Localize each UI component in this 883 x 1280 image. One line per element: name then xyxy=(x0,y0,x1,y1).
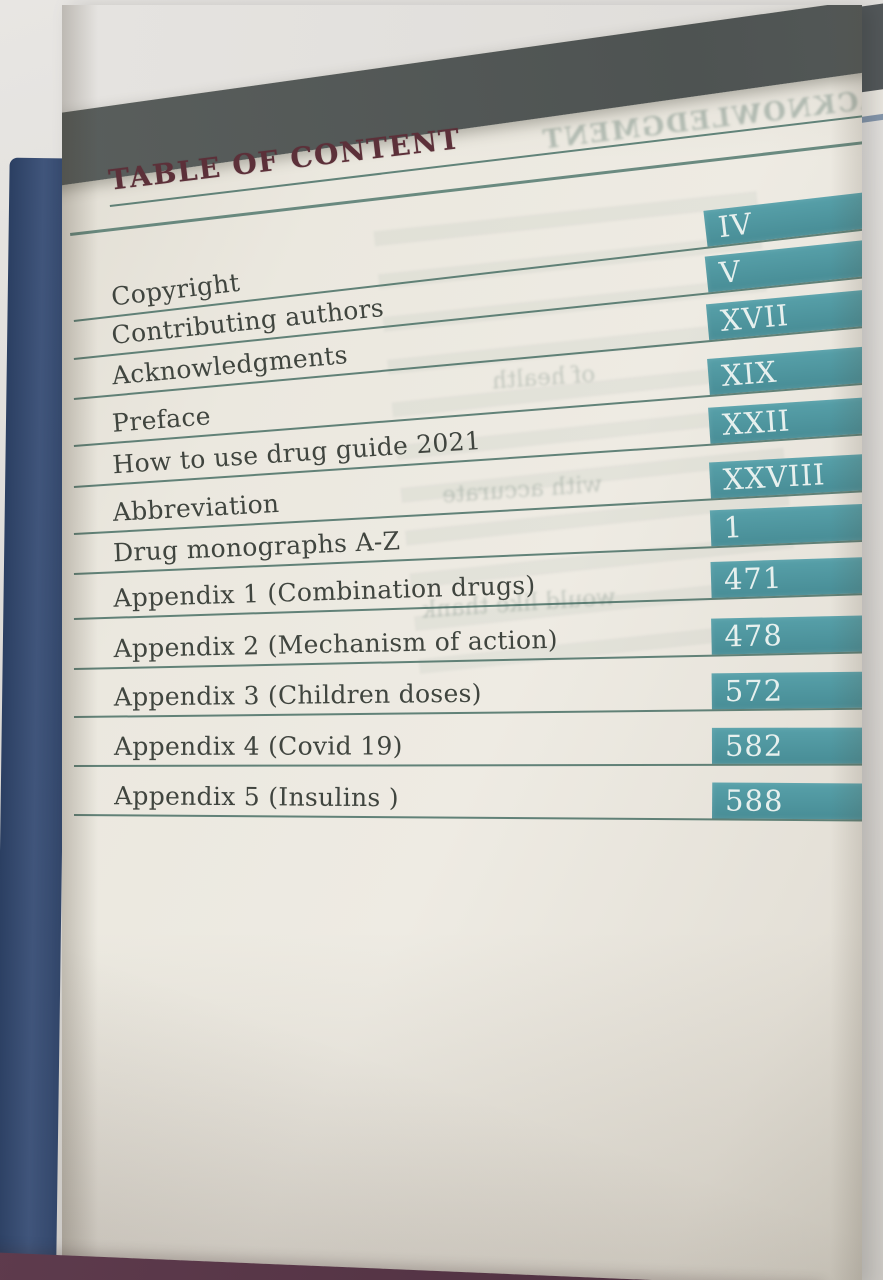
toc-entry-label: Appendix 3 (Children doses) xyxy=(113,678,482,712)
book-spine-cover xyxy=(0,157,72,1259)
toc-entry-label: Appendix 4 (Covid 19) xyxy=(113,731,403,761)
page-number-badge: 588 xyxy=(711,782,862,820)
toc-entry-label: Appendix 1 (Combination drugs) xyxy=(112,570,536,613)
toc-row: Appendix 3 (Children doses) 572 xyxy=(73,655,862,718)
page-number-badge: 471 xyxy=(710,555,862,598)
page-number-badge: 478 xyxy=(711,614,862,655)
toc-entry-label: Appendix 5 (Insulins ) xyxy=(114,781,399,813)
page-number-badge: 582 xyxy=(711,727,862,764)
page-number-badge: 572 xyxy=(711,671,862,710)
toc-row: Appendix 4 (Covid 19) 582 xyxy=(74,712,862,767)
page-number-badge: XXII xyxy=(708,393,862,444)
toc-row: Appendix 5 (Insulins ) 588 xyxy=(74,762,862,822)
toc-entries: Copyright IV Contributing authors V Acknowle… xyxy=(62,5,862,1280)
toc-entry-label: Appendix 2 (Mechanism of action) xyxy=(113,624,559,664)
table-of-content-page: ACKNOWLEDGMENT of health with accurate wou… xyxy=(62,5,862,1280)
page-number-badge: 1 xyxy=(709,501,862,547)
